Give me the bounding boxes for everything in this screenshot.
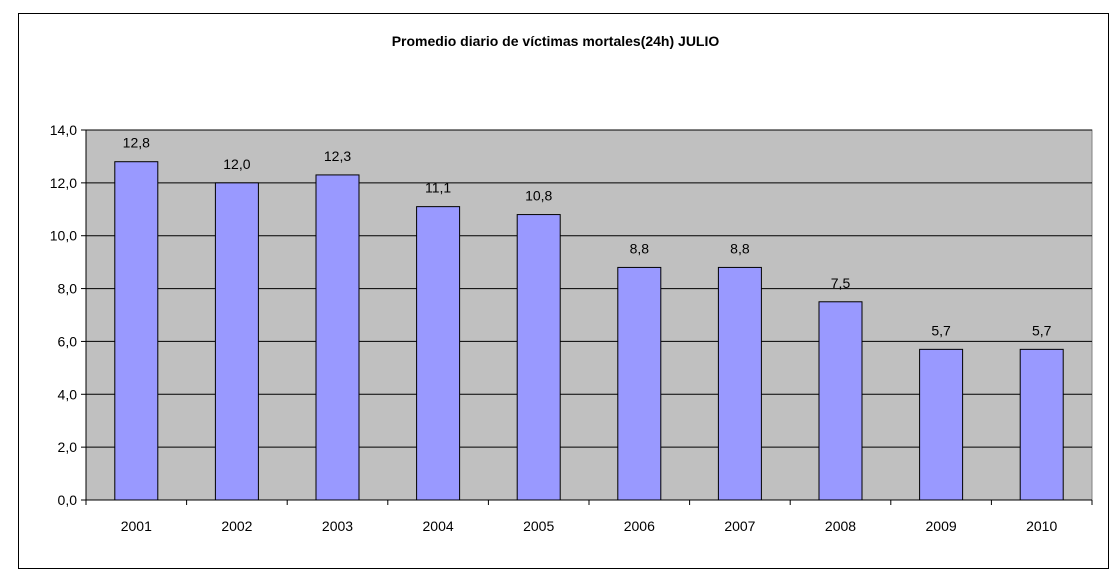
bar [214,182,259,501]
x-tick-label: 2001 [121,518,152,534]
y-tick-label: 4,0 [58,386,78,402]
bar [818,301,863,501]
data-label: 12,8 [123,135,150,151]
data-label: 10,8 [525,188,552,204]
data-label: 12,3 [324,148,351,164]
data-label: 5,7 [931,322,951,338]
x-tick-label: 2005 [523,518,554,534]
data-label: 12,0 [223,156,250,172]
data-label: 5,7 [1032,322,1052,338]
y-axis: 0,0 2,0 4,0 6,0 8,0 10,0 12,0 14,0 [50,122,87,508]
y-tick-label: 12,0 [50,175,77,191]
x-tick-label: 2010 [1026,518,1057,534]
x-axis: 2001 2002 2003 2004 2005 2006 2007 2008 2009 2010 [85,499,1093,534]
data-labels: 12,8 12,0 12,3 11,1 10,8 8,8 8,8 7,5 5,7 5,7 [123,135,1052,339]
x-tick-label: 2006 [624,518,655,534]
bar [114,161,159,501]
bar [1019,348,1064,501]
data-label: 7,5 [831,275,851,291]
chart-title: Promedio diario de víctimas mortales(24h… [391,33,720,49]
y-tick-label: 14,0 [50,122,77,138]
bar [617,266,662,501]
bar [315,174,360,501]
data-label: 8,8 [730,240,750,256]
y-tick-label: 8,0 [58,281,78,297]
x-tick-label: 2002 [221,518,252,534]
x-tick-label: 2003 [322,518,353,534]
x-tick-label: 2009 [926,518,957,534]
y-tick-label: 6,0 [58,333,78,349]
bars [114,161,1064,501]
bar [919,348,964,501]
data-label: 11,1 [425,180,451,196]
y-tick-label: 10,0 [50,228,77,244]
x-tick-label: 2004 [423,518,454,534]
y-tick-label: 2,0 [58,439,78,455]
bar [516,214,561,501]
y-tick-label: 0,0 [58,492,78,508]
bar [717,266,762,501]
x-tick-label: 2007 [724,518,755,534]
bar [416,206,461,501]
data-label: 8,8 [630,240,650,256]
x-tick-label: 2008 [825,518,856,534]
